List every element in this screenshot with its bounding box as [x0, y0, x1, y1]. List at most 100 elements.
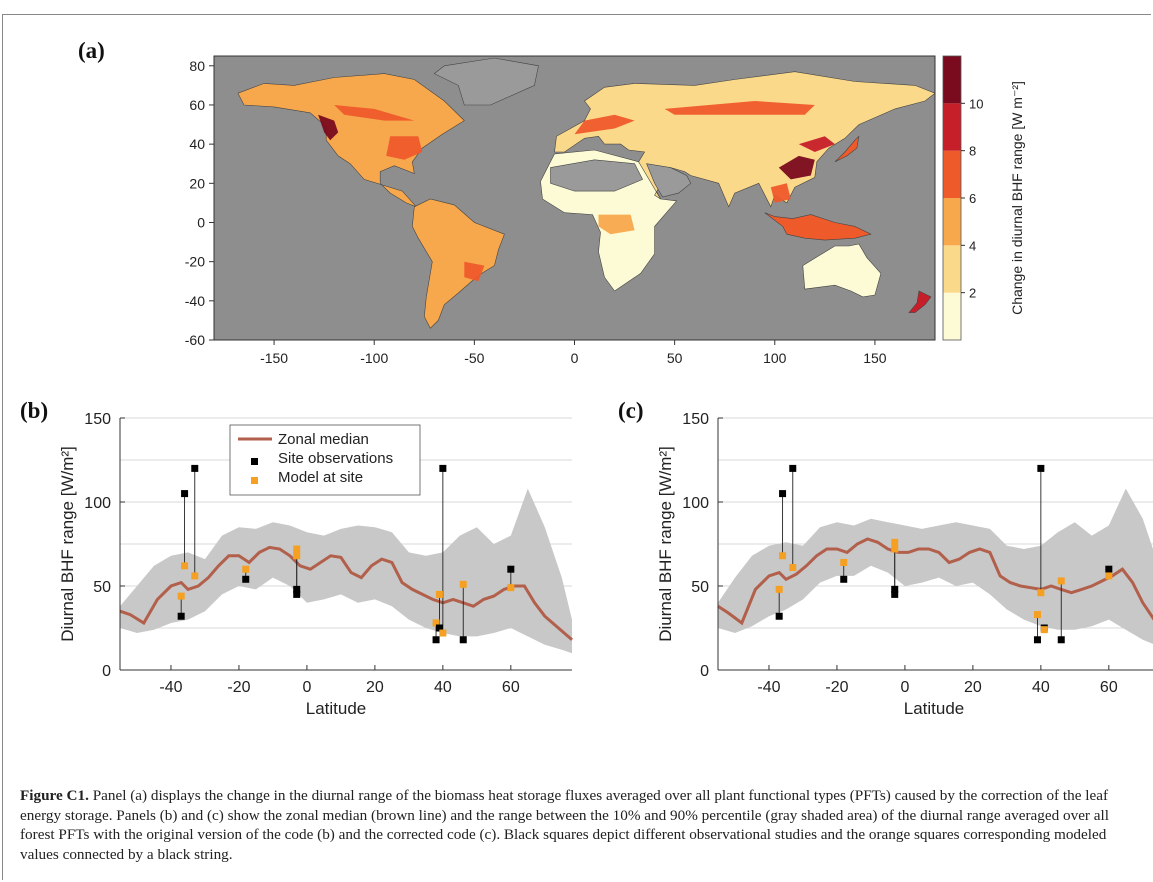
model-site-marker: [1033, 611, 1041, 619]
model-site-marker: [1057, 577, 1065, 585]
y-tick-label: 0: [700, 663, 709, 680]
caption-text: Panel (a) displays the change in the diu…: [20, 787, 1109, 863]
hotspot-amazon: [424, 218, 485, 252]
land-eurasia: [554, 71, 936, 208]
panel-b-ylabel: Diurnal BHF range [W/m²]: [58, 446, 77, 642]
site-observation-marker: [891, 590, 899, 598]
hotspot-siberia: [664, 101, 815, 115]
site-observation-marker: [1105, 565, 1113, 573]
hotspot-east-us: [386, 136, 423, 160]
model-site-marker: [840, 558, 848, 566]
figure-caption: Figure C1. Panel (a) displays the change…: [20, 786, 1135, 864]
site-observation-marker: [181, 490, 189, 498]
map-x-tick-label: 0: [571, 350, 579, 366]
model-site-marker: [891, 538, 899, 546]
hotspot-pnw: [318, 114, 339, 141]
land-arabia: [646, 163, 692, 198]
site-observation-marker: [779, 490, 787, 498]
land-new-zealand: [908, 290, 932, 313]
hotspot-boreal-na: [334, 105, 415, 121]
model-site-marker: [1037, 589, 1045, 597]
site-observation-marker: [891, 585, 899, 593]
x-tick-label: 60: [1100, 679, 1118, 696]
x-tick-label: 40: [1032, 679, 1050, 696]
y-tick-label: 0: [102, 663, 111, 680]
land-greenland: [433, 57, 539, 106]
x-tick-label: 0: [302, 679, 311, 696]
model-site-marker: [1105, 572, 1113, 580]
x-tick-label: 40: [434, 679, 452, 696]
hotspot-indochina: [770, 183, 791, 203]
model-site-marker: [432, 619, 440, 627]
colorbar-segment: [943, 103, 961, 151]
panel-b-xlabel: Latitude: [306, 699, 367, 718]
panel-c-chart: Diurnal BHF range [W/m²] Latitude 0 50 100…: [656, 411, 1153, 718]
legend-obs-swatch: [251, 458, 258, 465]
caption-label: Figure C1.: [20, 787, 89, 804]
map-y-tick-label: 20: [189, 175, 205, 191]
site-observation-marker: [507, 565, 515, 573]
land-sahara: [550, 159, 644, 192]
site-observation-marker: [242, 575, 250, 583]
y-tick-label: 100: [84, 495, 111, 512]
colorbar-label: Change in diurnal BHF range [W m⁻²]: [1009, 81, 1025, 315]
site-observation-marker: [1057, 636, 1065, 644]
map-y-tick-label: 60: [189, 97, 205, 113]
x-tick-label: 60: [502, 679, 520, 696]
colorbar-segment: [943, 245, 961, 293]
map-axes-box: [213, 55, 936, 341]
y-tick-label: 50: [93, 579, 111, 596]
model-site-marker: [779, 552, 787, 560]
map-x-tick-label: 50: [667, 350, 683, 366]
x-tick-label: -20: [227, 679, 250, 696]
map-x-tick-label: -50: [464, 350, 484, 366]
legend-obs-label: Site observations: [278, 450, 393, 467]
y-tick-label: 50: [691, 579, 709, 596]
model-site-marker: [177, 592, 185, 600]
panel-b-legend: Zonal median Site observations Model at si…: [229, 424, 421, 496]
y-tick-label: 100: [682, 495, 709, 512]
map-y-tick-label: -60: [185, 332, 205, 348]
model-site-marker: [435, 590, 443, 598]
legend-box: [229, 424, 421, 496]
map-y-tick-label: 40: [189, 136, 205, 152]
colorbar-tick-label: 4: [969, 238, 976, 253]
site-observation-marker: [293, 585, 301, 593]
colorbar-segment: [943, 56, 961, 104]
model-site-marker: [293, 545, 301, 553]
y-tick-label: 150: [682, 411, 709, 428]
x-tick-label: 20: [366, 679, 384, 696]
panel-c-plot: 0 50 100 150 -40 -20 0 20 40 60: [682, 411, 1153, 696]
site-observation-marker: [191, 464, 199, 472]
site-observation-marker: [293, 590, 301, 598]
map-x-tick-label: -150: [260, 350, 288, 366]
panel-a-label: (a): [78, 38, 105, 63]
site-observation-marker: [1033, 636, 1041, 644]
model-site-marker: [507, 584, 515, 592]
colorbar: 2 4 6 8 10: [942, 55, 983, 341]
model-site-marker: [775, 585, 783, 593]
percentile-band: [120, 488, 572, 654]
site-observation-marker: [459, 636, 467, 644]
site-observation-marker: [432, 636, 440, 644]
legend-median-label: Zonal median: [278, 431, 369, 448]
land-japan: [834, 135, 860, 163]
hotspot-europe: [574, 114, 635, 135]
model-site-marker: [459, 580, 467, 588]
model-site-marker: [293, 552, 301, 560]
panel-b-chart: Diurnal BHF range [W/m²] Latitude 0 50 100…: [58, 411, 573, 718]
colorbar-tick-label: 8: [969, 144, 976, 159]
site-observation-marker: [840, 575, 848, 583]
site-observation-marker: [177, 612, 185, 620]
legend-model-label: Model at site: [278, 469, 363, 486]
model-site-marker: [891, 545, 899, 553]
panel-c-label: (c): [618, 398, 644, 423]
map-x-tick-label: -100: [360, 350, 388, 366]
legend-model-swatch: [251, 477, 258, 484]
map-land: [237, 57, 936, 329]
colorbar-segment: [943, 198, 961, 246]
land-australia: [802, 243, 882, 298]
model-site-marker: [191, 572, 199, 580]
zonal-median-line: [119, 545, 573, 641]
